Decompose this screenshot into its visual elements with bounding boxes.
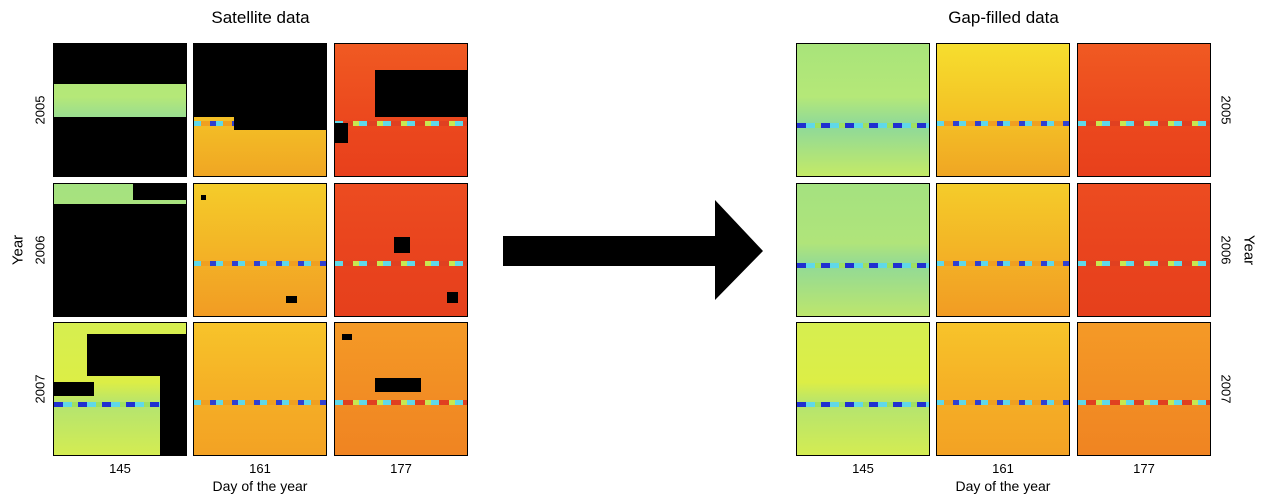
stripe [335,120,467,126]
stripe [335,399,467,405]
missing-data [374,70,467,117]
row-label: 2006 [1218,235,1234,265]
heatmap-panel [193,43,327,177]
stripe [797,402,929,408]
missing-data [233,116,326,130]
missing-data [133,184,186,200]
heatmap-panel [936,322,1070,456]
missing-data [374,378,421,392]
heatmap-panel [334,322,468,456]
stripe [937,399,1069,405]
missing-data [286,296,297,303]
stripe [937,260,1069,266]
heatmap-panel [1077,43,1211,177]
missing-data [54,203,186,316]
missing-data [54,382,94,396]
heatmap-panel [796,183,930,317]
heatmap-panel [53,43,187,177]
heatmap-panel [936,43,1070,177]
heatmap-panel [1077,322,1211,456]
row-label: 2005 [32,95,48,125]
column-label: 177 [390,461,412,476]
column-label: 177 [1133,461,1155,476]
heatmap-panel [53,183,187,317]
x-axis-label: Day of the year [955,478,1051,494]
missing-data [200,194,206,200]
stripe [335,260,467,266]
missing-data [394,236,411,253]
row-label: 2007 [32,374,48,404]
stripe [797,123,929,129]
missing-data [87,333,186,376]
arrow-shaft [503,236,717,266]
heatmap-panel [334,183,468,317]
y-axis-label: Year [9,234,27,266]
heatmap-panel [334,43,468,177]
x-axis-label: Day of the year [212,478,308,494]
heatmap-panel [193,183,327,317]
heatmap-panel [193,322,327,456]
stripe [1078,399,1210,405]
row-label: 2007 [1218,374,1234,404]
stripe [194,260,326,266]
panel-title: Gap-filled data [948,8,1059,27]
arrow-head [715,200,763,300]
missing-data [447,292,458,303]
missing-data [54,116,186,176]
heatmap-panel [796,322,930,456]
column-label: 145 [109,461,131,476]
stripe [1078,120,1210,126]
stripe [54,402,186,408]
heatmap-panel [1077,183,1211,317]
missing-data [159,375,186,455]
panel-title: Satellite data [211,8,310,27]
heatmap-panel [796,43,930,177]
missing-data [54,44,186,84]
column-label: 145 [852,461,874,476]
missing-data [335,123,349,143]
heatmap-panel [53,322,187,456]
row-label: 2005 [1218,95,1234,125]
column-label: 161 [992,461,1014,476]
y-axis-label: Year [1240,234,1258,266]
heatmap-panel [936,183,1070,317]
stripe [797,263,929,269]
stripe [937,120,1069,126]
stripe [194,399,326,405]
column-label: 161 [249,461,271,476]
missing-data [194,44,326,117]
row-label: 2006 [32,235,48,265]
missing-data [341,333,353,341]
stripe [1078,260,1210,266]
